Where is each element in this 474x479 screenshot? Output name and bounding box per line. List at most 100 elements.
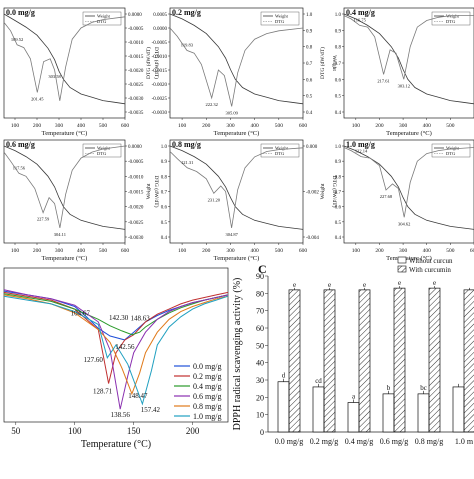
y-tick-label: 0 — [260, 428, 264, 437]
x-axis-title: Temperature (°C) — [214, 255, 260, 262]
y-tick-label: 0.4 — [335, 236, 342, 241]
panel-title: 1.0 mg/g — [346, 140, 375, 149]
bar-with-curcumin — [463, 289, 474, 433]
y2-tick-label: 0.5 — [306, 95, 313, 100]
peak-label: 121.31 — [181, 160, 193, 165]
y-tick-label: 0.8 — [335, 46, 342, 51]
x-tick-label: 600 — [299, 123, 308, 129]
y2-tick-label: 0.0000 — [128, 145, 142, 150]
x-tick-label: 500 — [99, 248, 108, 254]
series-weight-line — [3, 13, 126, 105]
y2-tick-label: 0.4 — [306, 111, 313, 116]
y-tick-label: 0.8 — [161, 175, 168, 180]
y-tick-label: 1.0 — [335, 13, 342, 18]
y2-tick-label: 0.000 — [306, 145, 318, 150]
x-tick-label: 200 — [375, 123, 384, 129]
legend-label-weight: Weight — [275, 14, 289, 19]
y-tick-label: 90 — [256, 272, 264, 281]
y-tick-label: 20 — [256, 393, 264, 402]
sig-letter: e — [433, 279, 436, 287]
y-tick-label: 0.0005 — [153, 13, 167, 18]
y-tick-label: 0.0000 — [153, 27, 167, 32]
peak-label: 119.83 — [181, 42, 194, 47]
series-weight-line — [343, 13, 474, 105]
x-tick-label: 400 — [423, 248, 432, 254]
series-line-2 — [3, 293, 229, 336]
y-tick-label: 0.6 — [161, 206, 168, 211]
peak-label: 305.09 — [225, 110, 238, 115]
x-tick-label: 100 — [68, 426, 82, 436]
legend-label-dtg: DTG — [97, 151, 107, 156]
panel-title: 0.8 mg/g — [172, 140, 201, 149]
y-tick-label: 0.7 — [335, 62, 342, 67]
bar-without-curcumin — [312, 386, 325, 433]
bar-with-curcumin — [428, 287, 441, 433]
legend-label-weight: Weight — [97, 146, 111, 151]
sig-letter: b — [387, 384, 391, 392]
y2-tick-label: 0.0000 — [128, 13, 142, 18]
y-tick-label: 40 — [256, 359, 264, 368]
y-tick-label: 0.5 — [335, 221, 342, 226]
y-tick-label: 10 — [256, 411, 264, 420]
bar-without-curcumin — [347, 402, 360, 433]
sig-letter: a — [352, 393, 356, 401]
x-tick-label: 200 — [33, 248, 42, 254]
y-axis-title: DTG (dW/dT) — [145, 47, 152, 79]
x-tick-label: 600 — [470, 248, 474, 254]
y-tick-label: 70 — [256, 307, 264, 316]
y-tick-label: 0.5 — [335, 95, 342, 100]
y2-tick-label: -0.0005 — [128, 160, 144, 165]
plot-frame — [3, 267, 229, 423]
y2-tick-label: -0.0030 — [128, 236, 144, 241]
y2-tick-label: 0.6 — [306, 78, 313, 83]
x-tick-label: 600 — [299, 248, 308, 254]
peak-label: 304.11 — [54, 232, 66, 237]
category-label: 0.2 mg/g — [310, 437, 338, 446]
x-tick-label: 150 — [127, 426, 141, 436]
x-tick-label: 300 — [55, 248, 64, 254]
panel-title: 0.6 mg/g — [6, 140, 35, 149]
peak-label: 128.71 — [93, 388, 113, 396]
y-tick-label: 80 — [256, 289, 264, 298]
peak-label: 142.30 — [109, 314, 129, 322]
tga-panel-0: 100 200 300 400 500 600 Temperature (°C) 0.0000… — [3, 7, 160, 137]
y2-axis-title: DTG (dW/dT) — [153, 176, 160, 208]
tga-panel-4: 100 200 300 400 500 600 Temperature (°C) 1.0 0.9… — [146, 139, 338, 262]
x-tick-label: 300 — [226, 248, 235, 254]
y-tick-label: -0.0015 — [152, 69, 168, 74]
peak-label: 303.58 — [48, 74, 61, 79]
peak-label: 227.59 — [37, 217, 50, 222]
peak-label: 122.14 — [355, 149, 368, 154]
peak-label: 227.68 — [380, 194, 393, 199]
y2-tick-label: -0.0030 — [128, 97, 144, 102]
y-tick-label: -0.0020 — [152, 83, 168, 88]
legend-swatch-without — [397, 256, 407, 264]
series-dtg-line — [3, 145, 126, 228]
bar-with-curcumin — [323, 289, 336, 433]
legend-label-2: 0.4 mg/g — [193, 382, 221, 391]
legend-label-dtg: DTG — [446, 151, 456, 156]
y2-tick-label: -0.0025 — [128, 221, 144, 226]
legend-label-weight: Weight — [97, 14, 111, 19]
peak-label: 304.87 — [225, 232, 238, 237]
y2-tick-label: -0.004 — [306, 236, 319, 241]
peak-label: 157.42 — [141, 406, 161, 414]
y2-axis-title: DTG (dW/dT) — [331, 176, 338, 208]
peak-label: 201.45 — [31, 96, 44, 101]
panel-title: 0.4 mg/g — [346, 8, 375, 17]
series-dtg-line — [343, 147, 474, 218]
y-tick-label: 0.7 — [161, 191, 168, 196]
dpph-bar-panel: C 0 10 20 30 40 50 60 70 80 90 DPPH radical scaveng… — [232, 256, 474, 446]
y-tick-label: 30 — [256, 376, 264, 385]
x-axis-title: Temperature (°C) — [386, 255, 432, 262]
y2-tick-label: -0.0010 — [128, 41, 144, 46]
peak-label: 138.56 — [111, 411, 131, 419]
y-tick-label: -0.0030 — [152, 111, 168, 116]
bar-without-curcumin — [382, 393, 395, 433]
y-tick-label: 0.7 — [335, 191, 342, 196]
sig-letter: cd — [315, 377, 322, 385]
category-label: 0.0 mg/g — [275, 437, 303, 446]
y-tick-label: 0.9 — [335, 160, 342, 165]
bar-with-curcumin — [288, 289, 301, 433]
